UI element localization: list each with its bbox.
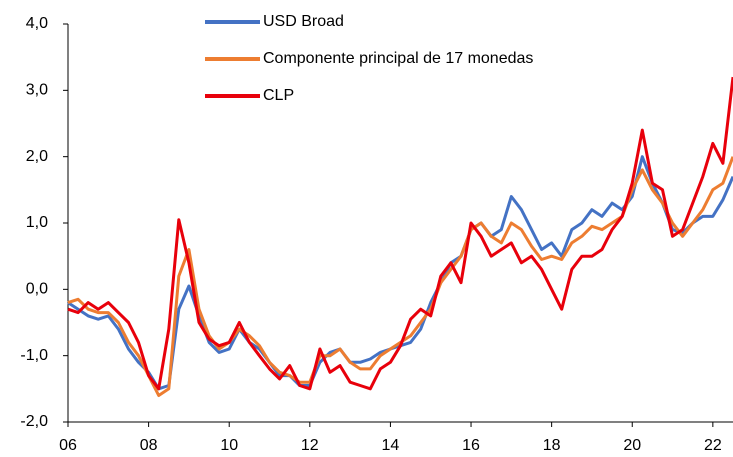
x-tick-label: 08: [140, 437, 158, 454]
x-tick-label: 16: [462, 437, 480, 454]
legend-label: USD Broad: [263, 13, 344, 30]
y-tick-label: 4,0: [26, 15, 48, 32]
x-tick-label: 22: [704, 437, 722, 454]
legend-label: CLP: [263, 87, 294, 104]
x-tick-label: 10: [220, 437, 238, 454]
x-tick-label: 20: [623, 437, 641, 454]
y-tick-label: 1,0: [26, 214, 48, 231]
x-tick-label: 18: [543, 437, 561, 454]
legend-label: Componente principal de 17 monedas: [263, 50, 533, 67]
y-tick-label: 3,0: [26, 82, 48, 99]
series-line: [67, 155, 733, 391]
y-tick-label: 2,0: [26, 148, 48, 165]
y-tick-label: -2,0: [20, 413, 48, 430]
x-tick-label: 14: [382, 437, 400, 454]
series-line: [67, 76, 733, 391]
x-tick-label: 12: [301, 437, 319, 454]
y-tick-label: -1,0: [20, 347, 48, 364]
x-tick-label: 06: [59, 437, 77, 454]
y-tick-label: 0,0: [26, 281, 48, 298]
